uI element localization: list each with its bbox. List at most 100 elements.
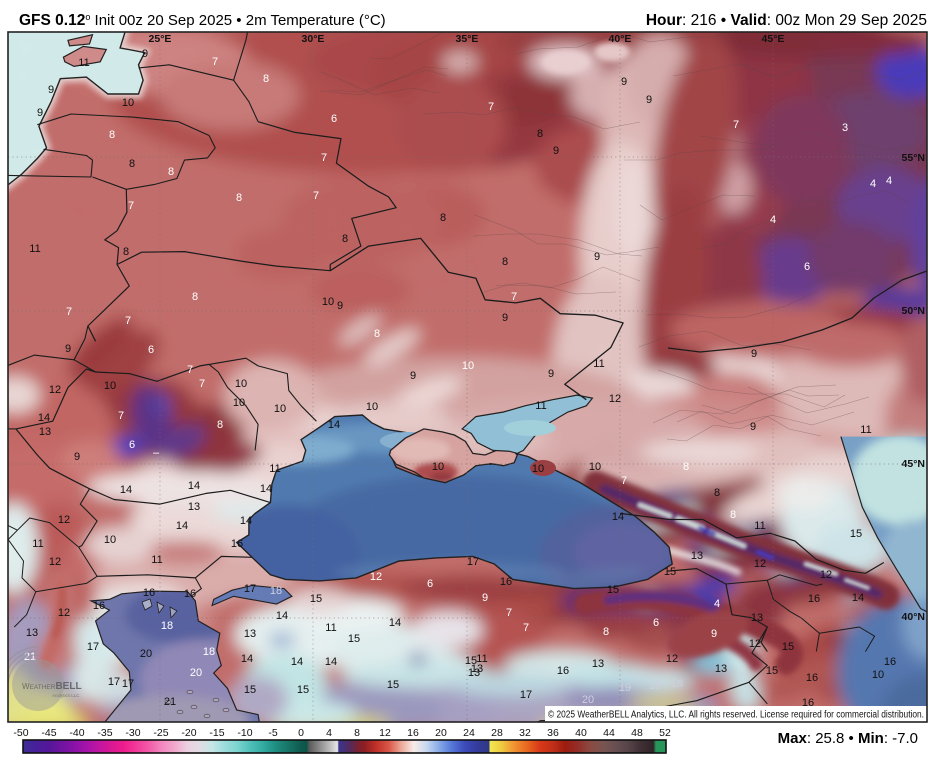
svg-text:6: 6 [427,578,433,590]
svg-text:8: 8 [603,626,609,638]
svg-text:12: 12 [58,514,70,526]
svg-text:15: 15 [766,665,778,677]
svg-text:25°E: 25°E [149,33,172,45]
svg-text:16: 16 [184,588,196,600]
svg-text:8: 8 [168,166,174,178]
svg-text:50°N: 50°N [902,305,925,317]
svg-text:8: 8 [440,212,446,224]
svg-text:11: 11 [754,520,765,532]
svg-text:6: 6 [148,344,154,356]
svg-text:-25: -25 [153,727,168,739]
svg-text:12: 12 [379,727,391,739]
svg-text:9: 9 [37,107,43,119]
svg-text:7: 7 [187,364,193,376]
svg-text:11: 11 [535,400,546,412]
svg-text:-40: -40 [69,727,84,739]
svg-text:15: 15 [465,655,477,667]
svg-text:7: 7 [321,152,327,164]
svg-text:Analytics LLC: Analytics LLC [52,693,80,698]
svg-text:14: 14 [120,484,132,496]
svg-text:15: 15 [310,593,322,605]
svg-text:11: 11 [269,463,280,475]
svg-text:11: 11 [32,538,43,550]
svg-text:14: 14 [188,480,200,492]
svg-text:9: 9 [48,84,54,96]
svg-text:7: 7 [118,410,124,422]
svg-text:9: 9 [74,451,80,463]
svg-text:8: 8 [236,192,242,204]
svg-text:-45: -45 [41,727,56,739]
svg-text:15: 15 [850,528,862,540]
svg-text:14: 14 [291,656,303,668]
svg-text:7: 7 [66,306,72,318]
svg-text:10: 10 [366,401,378,413]
svg-text:10: 10 [532,463,544,475]
svg-text:12: 12 [49,384,61,396]
svg-text:4: 4 [870,178,876,190]
svg-text:10: 10 [872,669,884,681]
svg-text:14: 14 [260,483,272,495]
svg-text:15: 15 [387,679,399,691]
svg-text:10: 10 [274,403,286,415]
svg-text:9: 9 [621,76,627,88]
svg-text:13: 13 [715,663,727,675]
svg-text:14: 14 [38,412,50,424]
svg-text:11: 11 [151,554,162,566]
svg-text:13: 13 [751,612,763,624]
svg-text:9: 9 [553,145,559,157]
svg-text:10: 10 [235,378,247,390]
svg-text:18: 18 [203,646,215,658]
svg-text:12: 12 [666,653,678,665]
svg-text:15: 15 [782,641,794,653]
svg-text:10: 10 [322,296,334,308]
svg-text:8: 8 [109,129,115,141]
svg-text:16: 16 [407,727,419,739]
svg-text:30°E: 30°E [302,33,325,45]
svg-text:20: 20 [190,667,202,679]
svg-text:16: 16 [500,576,512,588]
svg-text:14: 14 [325,656,337,668]
svg-text:14: 14 [241,653,253,665]
svg-text:40°N: 40°N [902,611,925,623]
svg-text:8: 8 [192,291,198,303]
svg-text:9: 9 [548,368,554,380]
svg-text:21: 21 [164,696,176,708]
svg-text:17: 17 [87,641,99,653]
svg-text:10: 10 [462,360,474,372]
svg-text:18: 18 [671,678,683,690]
svg-text:Max: 25.8 • Min: -7.0: Max: 25.8 • Min: -7.0 [778,730,918,747]
svg-text:44: 44 [603,727,615,739]
svg-text:-10: -10 [237,727,252,739]
svg-text:© 2025 WeatherBELL Analytics,: © 2025 WeatherBELL Analytics, LLC. All r… [548,710,924,721]
svg-text:18: 18 [161,620,173,632]
svg-text:9: 9 [482,592,488,604]
svg-text:8: 8 [714,487,720,499]
svg-text:GFS 0.12o Init 00z 20 Sep 2025: GFS 0.12o Init 00z 20 Sep 2025 • 2m Temp… [19,12,386,29]
svg-text:12: 12 [609,393,621,405]
svg-text:16: 16 [93,600,105,612]
svg-text:17: 17 [520,689,532,701]
svg-text:15: 15 [348,633,360,645]
svg-text:7: 7 [125,315,131,327]
svg-text:12: 12 [58,607,70,619]
svg-text:12: 12 [49,556,61,568]
svg-text:40: 40 [575,727,587,739]
svg-text:28: 28 [491,727,503,739]
svg-text:4: 4 [714,598,720,610]
svg-text:45°E: 45°E [762,33,785,45]
svg-text:6: 6 [804,261,810,273]
svg-text:7: 7 [621,475,627,487]
svg-text:8: 8 [683,461,689,473]
svg-text:17: 17 [108,676,120,688]
svg-text:8: 8 [129,158,135,170]
svg-text:11: 11 [325,622,336,634]
svg-text:15: 15 [607,584,619,596]
svg-text:12: 12 [820,569,832,581]
svg-text:9: 9 [410,370,416,382]
svg-text:-35: -35 [97,727,112,739]
svg-text:Hour: 216 • Valid: 00z Mon 29: Hour: 216 • Valid: 00z Mon 29 Sep 2025 [646,12,927,29]
svg-text:11: 11 [860,424,871,436]
svg-text:-50: -50 [13,727,28,739]
svg-text:-5: -5 [268,727,277,739]
svg-text:6: 6 [653,617,659,629]
